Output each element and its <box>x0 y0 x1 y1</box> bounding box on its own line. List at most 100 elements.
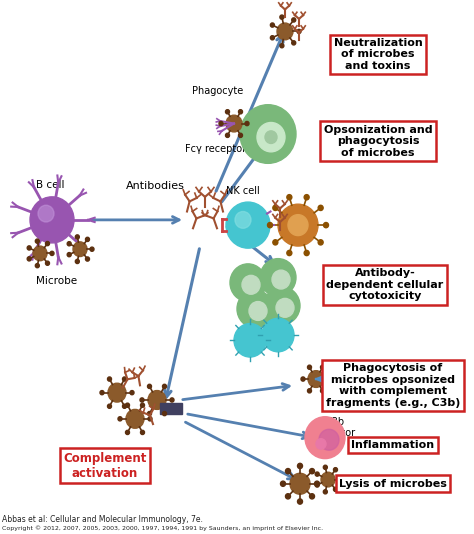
Circle shape <box>118 417 122 421</box>
Text: NK cell: NK cell <box>226 186 260 196</box>
Circle shape <box>297 29 301 34</box>
Text: B cell: B cell <box>36 180 64 190</box>
Circle shape <box>237 290 273 328</box>
Circle shape <box>318 205 323 210</box>
Circle shape <box>140 403 145 407</box>
Circle shape <box>310 494 315 499</box>
Circle shape <box>85 237 90 241</box>
Circle shape <box>122 377 127 381</box>
Circle shape <box>249 302 267 320</box>
Circle shape <box>320 389 325 393</box>
Circle shape <box>219 121 223 125</box>
Circle shape <box>323 465 328 469</box>
Circle shape <box>308 389 311 393</box>
Text: Copyright © 2012, 2007, 2005, 2003, 2000, 1997, 1994, 1991 by Saunders, an impri: Copyright © 2012, 2007, 2005, 2003, 2000… <box>2 525 323 531</box>
Text: Antibodies: Antibodies <box>126 180 184 191</box>
Circle shape <box>27 246 31 250</box>
Circle shape <box>301 377 305 381</box>
Circle shape <box>267 223 273 227</box>
Circle shape <box>315 481 319 486</box>
Circle shape <box>50 252 54 255</box>
Circle shape <box>46 261 49 265</box>
Circle shape <box>108 404 111 409</box>
Circle shape <box>240 105 296 163</box>
Circle shape <box>287 250 292 256</box>
Circle shape <box>326 362 370 409</box>
Bar <box>160 403 182 414</box>
Circle shape <box>281 481 285 486</box>
Circle shape <box>73 242 87 256</box>
Circle shape <box>245 121 249 125</box>
Circle shape <box>276 299 294 317</box>
Circle shape <box>108 383 126 402</box>
Circle shape <box>345 382 355 392</box>
Circle shape <box>46 241 49 246</box>
Circle shape <box>36 264 39 268</box>
Circle shape <box>226 134 229 137</box>
Circle shape <box>320 365 325 370</box>
Text: C3b
receptor: C3b receptor <box>314 417 356 438</box>
Circle shape <box>108 377 111 381</box>
Circle shape <box>280 15 284 19</box>
Circle shape <box>273 240 278 245</box>
Circle shape <box>242 276 260 294</box>
Text: Abbas et al: Cellular and Molecular Immunology, 7e.: Abbas et al: Cellular and Molecular Immu… <box>2 515 203 524</box>
Circle shape <box>67 242 71 246</box>
Circle shape <box>30 197 74 243</box>
Circle shape <box>100 390 104 395</box>
Circle shape <box>235 211 251 228</box>
Circle shape <box>304 194 309 200</box>
Circle shape <box>122 404 127 409</box>
Circle shape <box>264 287 300 325</box>
Text: Opsonization and
phagocytosis
of microbes: Opsonization and phagocytosis of microbe… <box>324 125 432 158</box>
Circle shape <box>319 429 339 450</box>
Circle shape <box>148 390 166 410</box>
Circle shape <box>140 430 145 435</box>
Circle shape <box>321 472 335 487</box>
Circle shape <box>285 494 291 499</box>
Circle shape <box>238 109 243 114</box>
Circle shape <box>33 246 47 261</box>
Circle shape <box>280 44 284 48</box>
Circle shape <box>316 439 326 449</box>
Circle shape <box>273 205 278 210</box>
Circle shape <box>277 23 293 40</box>
Text: Phagocyte: Phagocyte <box>192 87 244 96</box>
Circle shape <box>339 376 361 399</box>
Circle shape <box>85 257 90 261</box>
Circle shape <box>75 260 79 264</box>
Circle shape <box>147 384 152 388</box>
Circle shape <box>298 499 302 504</box>
Circle shape <box>290 473 310 494</box>
Circle shape <box>257 122 285 152</box>
Circle shape <box>38 205 54 222</box>
Circle shape <box>285 468 291 474</box>
Circle shape <box>287 194 292 200</box>
Circle shape <box>288 215 308 235</box>
Circle shape <box>27 257 31 261</box>
Circle shape <box>67 253 71 257</box>
Circle shape <box>262 318 294 352</box>
Text: Fcγ receptor: Fcγ receptor <box>185 145 246 154</box>
Circle shape <box>130 390 134 395</box>
Circle shape <box>140 398 144 402</box>
Circle shape <box>170 398 174 402</box>
Circle shape <box>308 371 324 387</box>
Circle shape <box>308 365 311 370</box>
Circle shape <box>265 131 277 144</box>
Circle shape <box>148 417 152 421</box>
Circle shape <box>298 464 302 468</box>
Circle shape <box>278 204 318 246</box>
Circle shape <box>230 264 266 302</box>
Circle shape <box>163 412 166 415</box>
Circle shape <box>323 490 328 494</box>
Text: Antibody-
dependent cellular
cytotoxicity: Antibody- dependent cellular cytotoxicit… <box>327 268 444 301</box>
Circle shape <box>304 250 309 256</box>
Circle shape <box>126 410 144 428</box>
Circle shape <box>226 115 242 132</box>
Circle shape <box>334 468 337 472</box>
Circle shape <box>315 472 319 476</box>
Text: Lysis of microbes: Lysis of microbes <box>339 479 447 489</box>
Text: Complement
activation: Complement activation <box>64 452 146 480</box>
Text: Inflammation: Inflammation <box>351 440 435 450</box>
